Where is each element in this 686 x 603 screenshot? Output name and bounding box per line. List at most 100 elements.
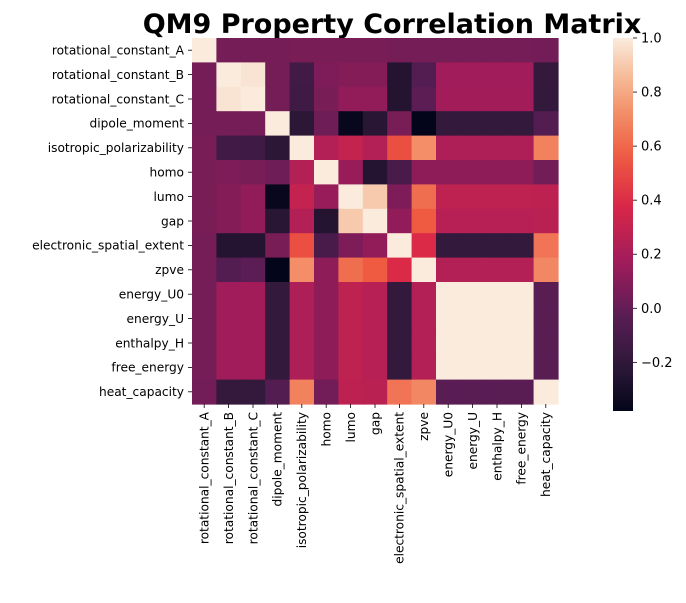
heatmap-cell-13-3	[265, 355, 291, 381]
chart-title: QM9 Property Correlation Matrix	[143, 9, 642, 40]
heatmap-cell-4-11	[460, 135, 486, 161]
heatmap-cell-7-1	[216, 208, 242, 234]
heatmap-cell-8-13	[509, 233, 535, 259]
heatmap-cell-0-8	[387, 38, 413, 63]
heatmap-cell-5-10	[436, 160, 461, 185]
heatmap-cell-10-9	[411, 282, 437, 307]
heatmap-cell-2-8	[387, 86, 413, 112]
heatmap-cell-3-4	[289, 111, 315, 137]
colorbar: 1.0 0.8 0.6 0.4 0.2 0.0 −0.2	[613, 32, 673, 411]
heatmap-cell-1-10	[436, 62, 461, 88]
heatmap-cell-9-10	[436, 257, 461, 283]
heatmap-cell-3-8	[387, 111, 413, 137]
heatmap-cell-3-2	[240, 111, 266, 137]
colorbar-tick-label: −0.2	[641, 356, 673, 371]
heatmap-cell-9-13	[509, 257, 535, 283]
heatmap-cell-10-6	[338, 282, 364, 307]
heatmap-cell-12-7	[362, 330, 388, 356]
heatmap-cell-11-2	[240, 306, 266, 332]
heatmap-cell-5-6	[338, 160, 364, 185]
heatmap-cell-5-14	[533, 160, 559, 185]
heatmap-cell-14-5	[314, 379, 339, 405]
heatmap-cell-9-0	[192, 257, 217, 283]
heatmap-cell-8-0	[192, 233, 217, 259]
heatmap-cells	[192, 38, 559, 405]
heatmap-cell-10-12	[484, 282, 510, 307]
heatmap-cell-1-14	[533, 62, 559, 88]
heatmap-cell-1-1	[216, 62, 242, 88]
heatmap-cell-7-2	[240, 208, 266, 234]
heatmap-cell-5-2	[240, 160, 266, 185]
x-axis-tick-labels: rotational_constant_A rotational_constant…	[198, 404, 553, 564]
heatmap-cell-2-5	[314, 86, 339, 112]
heatmap-cell-14-0	[192, 379, 217, 405]
heatmap-cell-12-12	[484, 330, 510, 356]
x-tick-label: lumo	[344, 412, 358, 442]
heatmap-cell-13-11	[460, 355, 486, 381]
y-tick-label: gap	[161, 214, 184, 228]
heatmap-cell-3-7	[362, 111, 388, 137]
heatmap-cell-1-4	[289, 62, 315, 88]
heatmap-cell-8-6	[338, 233, 364, 259]
heatmap-cell-2-2	[240, 86, 266, 112]
heatmap-cell-12-3	[265, 330, 291, 356]
heatmap-cell-3-3	[265, 111, 291, 137]
heatmap-cell-6-9	[411, 184, 437, 210]
heatmap-cell-8-9	[411, 233, 437, 259]
x-tick-label: energy_U0	[442, 412, 456, 477]
heatmap-cell-13-0	[192, 355, 217, 381]
heatmap-cell-6-14	[533, 184, 559, 210]
heatmap-cell-10-2	[240, 282, 266, 307]
heatmap-cell-8-5	[314, 233, 339, 259]
heatmap-cell-9-14	[533, 257, 559, 283]
heatmap-cell-7-13	[509, 208, 535, 234]
heatmap-cell-7-6	[338, 208, 364, 234]
heatmap-cell-12-14	[533, 330, 559, 356]
heatmap-cell-10-13	[509, 282, 535, 307]
heatmap-cell-6-13	[509, 184, 535, 210]
heatmap-cell-1-9	[411, 62, 437, 88]
heatmap-cell-5-5	[314, 160, 339, 185]
heatmap-cell-3-10	[436, 111, 461, 137]
heatmap-cell-5-12	[484, 160, 510, 185]
heatmap-cell-4-4	[289, 135, 315, 161]
heatmap-cell-6-1	[216, 184, 242, 210]
y-tick-label: rotational_constant_A	[52, 44, 185, 58]
x-tick-label: rotational_constant_C	[246, 412, 260, 544]
heatmap-cell-5-13	[509, 160, 535, 185]
heatmap-cell-7-5	[314, 208, 339, 234]
heatmap-cell-3-14	[533, 111, 559, 137]
heatmap-cell-6-8	[387, 184, 413, 210]
heatmap-cell-6-7	[362, 184, 388, 210]
heatmap-cell-0-10	[436, 38, 461, 63]
x-tick-label: zpve	[417, 412, 431, 441]
heatmap-cell-14-2	[240, 379, 266, 405]
heatmap-cell-6-2	[240, 184, 266, 210]
heatmap-cell-1-11	[460, 62, 486, 88]
heatmap-cell-1-5	[314, 62, 339, 88]
heatmap-cell-2-10	[436, 86, 461, 112]
heatmap-cell-13-7	[362, 355, 388, 381]
heatmap-cell-10-4	[289, 282, 315, 307]
heatmap-cell-8-10	[436, 233, 461, 259]
heatmap-cell-3-12	[484, 111, 510, 137]
heatmap-cell-0-6	[338, 38, 364, 63]
heatmap-cell-3-9	[411, 111, 437, 137]
y-tick-label: enthalpy_H	[115, 336, 184, 350]
x-tick-label: rotational_constant_B	[222, 412, 236, 544]
heatmap-cell-9-4	[289, 257, 315, 283]
heatmap-cell-2-13	[509, 86, 535, 112]
y-tick-label: energy_U0	[119, 288, 184, 302]
heatmap-cell-5-7	[362, 160, 388, 185]
heatmap-cell-1-2	[240, 62, 266, 88]
colorbar-tick-label: 0.4	[641, 194, 662, 209]
heatmap-cell-6-11	[460, 184, 486, 210]
heatmap-cell-13-10	[436, 355, 461, 381]
heatmap-cell-2-0	[192, 86, 217, 112]
heatmap-cell-7-4	[289, 208, 315, 234]
heatmap-cell-11-0	[192, 306, 217, 332]
heatmap-cell-4-5	[314, 135, 339, 161]
heatmap-cell-9-1	[216, 257, 242, 283]
heatmap-cell-8-4	[289, 233, 315, 259]
y-tick-label: heat_capacity	[99, 385, 184, 399]
